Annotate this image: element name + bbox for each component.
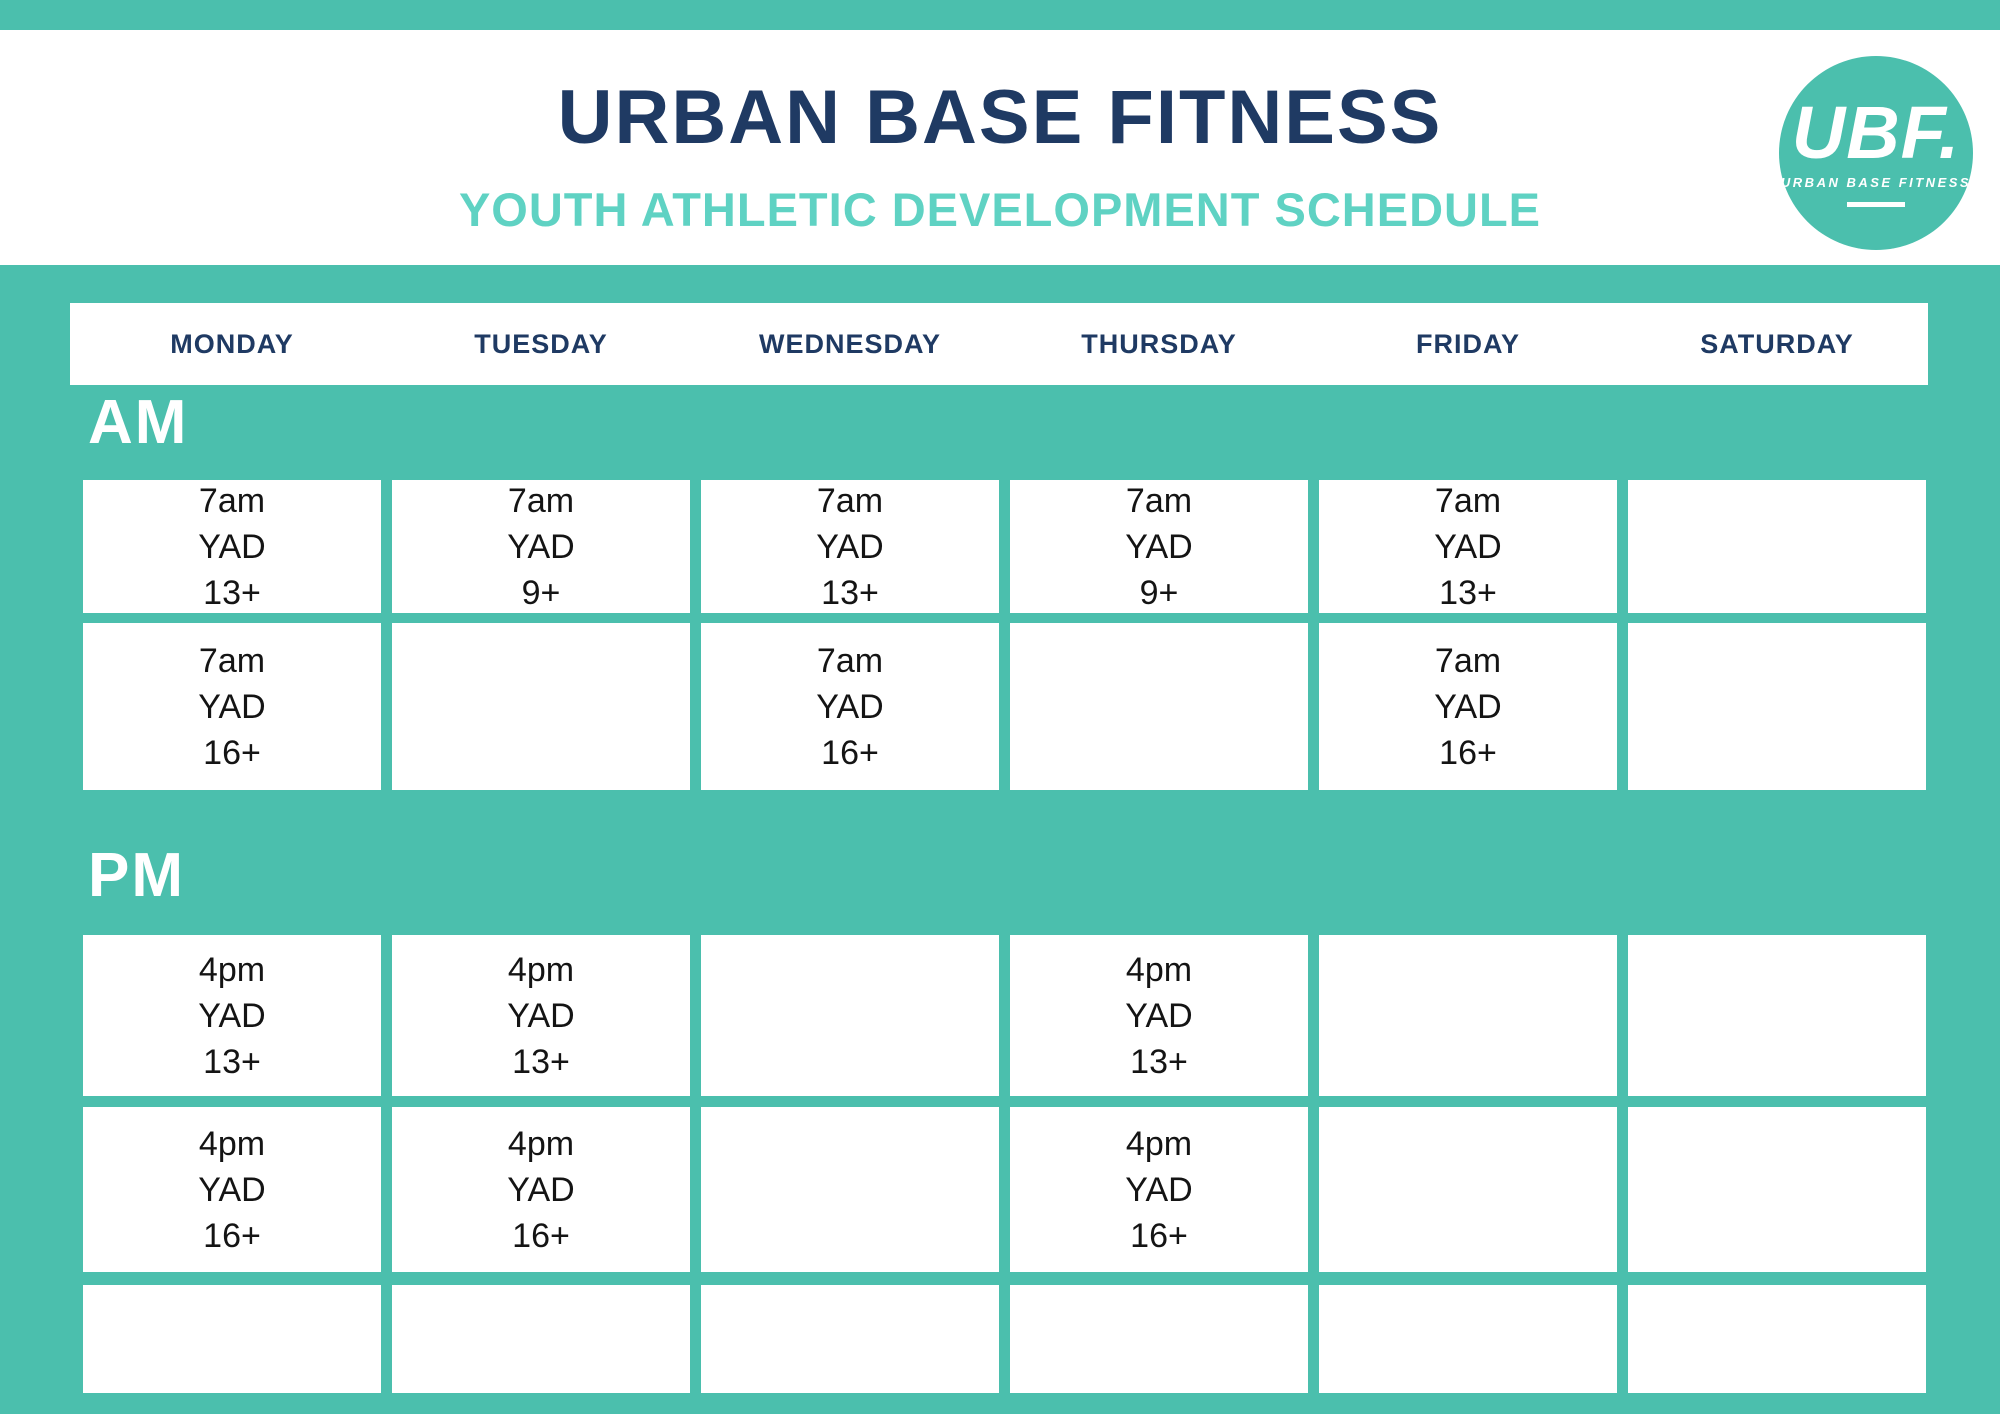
- cell-am1-thursday: 7am YAD 9+: [1010, 480, 1308, 613]
- cell-pm1-wednesday: [701, 935, 999, 1096]
- cell-am1-wednesday: 7am YAD 13+: [701, 480, 999, 613]
- cell-program: YAD: [1125, 996, 1193, 1035]
- pm-row-1: 4pm YAD 13+ 4pm YAD 13+ 4pm YAD 13+: [83, 935, 1926, 1096]
- cell-pm3-saturday: [1628, 1285, 1926, 1393]
- am-row-2: 7am YAD 16+ 7am YAD 16+ 7am YAD 16+: [83, 623, 1926, 790]
- pm-row-3: [83, 1285, 1926, 1393]
- cell-age: 16+: [1130, 1216, 1188, 1255]
- cell-age: 16+: [203, 733, 261, 772]
- cell-age: 13+: [512, 1042, 570, 1081]
- cell-program: YAD: [816, 687, 884, 726]
- cell-pm3-wednesday: [701, 1285, 999, 1393]
- cell-am1-monday: 7am YAD 13+: [83, 480, 381, 613]
- cell-program: YAD: [198, 687, 266, 726]
- cell-program: YAD: [507, 996, 575, 1035]
- cell-age: 13+: [1439, 573, 1497, 612]
- cell-time: 7am: [816, 481, 884, 520]
- cell-age: 13+: [1130, 1042, 1188, 1081]
- header-band: URBAN BASE FITNESS YOUTH ATHLETIC DEVELO…: [0, 30, 2000, 265]
- day-header-tuesday: TUESDAY: [474, 328, 608, 359]
- cell-time: 7am: [1125, 481, 1193, 520]
- day-header-monday: MONDAY: [170, 328, 294, 359]
- cell-am1-friday: 7am YAD 13+: [1319, 480, 1617, 613]
- ubf-logo: UBF. URBAN BASE FITNESS: [1779, 56, 1973, 250]
- cell-pm3-friday: [1319, 1285, 1617, 1393]
- cell-pm2-tuesday: 4pm YAD 16+: [392, 1107, 690, 1272]
- section-label-am: AM: [88, 388, 189, 457]
- cell-age: 16+: [821, 733, 879, 772]
- day-header-saturday: SATURDAY: [1700, 328, 1854, 359]
- cell-age: 16+: [1439, 733, 1497, 772]
- page-subtitle: YOUTH ATHLETIC DEVELOPMENT SCHEDULE: [458, 183, 1542, 236]
- cell-pm2-thursday: 4pm YAD 16+: [1010, 1107, 1308, 1272]
- cell-age: 9+: [1139, 573, 1179, 612]
- cell-time: 7am: [816, 641, 884, 680]
- cell-time: 4pm: [507, 950, 575, 989]
- cell-pm2-saturday: [1628, 1107, 1926, 1272]
- cell-time: 7am: [198, 481, 266, 520]
- cell-am2-tuesday: [392, 623, 690, 790]
- cell-am2-saturday: [1628, 623, 1926, 790]
- cell-age: 13+: [203, 1042, 261, 1081]
- section-label-pm: PM: [88, 841, 185, 910]
- am-row-1: 7am YAD 13+ 7am YAD 9+ 7am YAD 13+ 7am Y…: [83, 480, 1926, 613]
- cell-program: YAD: [1125, 527, 1193, 566]
- logo-name: URBAN BASE FITNESS: [1780, 175, 1972, 190]
- cell-age: 13+: [821, 573, 879, 612]
- cell-age: 13+: [203, 573, 261, 612]
- cell-pm2-friday: [1319, 1107, 1617, 1272]
- cell-program: YAD: [1434, 687, 1502, 726]
- day-header-bar: MONDAY TUESDAY WEDNESDAY THURSDAY FRIDAY…: [70, 303, 1928, 385]
- cell-time: 7am: [1434, 481, 1502, 520]
- cell-pm1-saturday: [1628, 935, 1926, 1096]
- cell-pm1-monday: 4pm YAD 13+: [83, 935, 381, 1096]
- cell-time: 4pm: [198, 950, 266, 989]
- pm-row-2: 4pm YAD 16+ 4pm YAD 16+ 4pm YAD 16+: [83, 1107, 1926, 1272]
- cell-pm1-thursday: 4pm YAD 13+: [1010, 935, 1308, 1096]
- logo-acronym: UBF.: [1791, 91, 1961, 174]
- cell-pm1-tuesday: 4pm YAD 13+: [392, 935, 690, 1096]
- cell-time: 7am: [198, 641, 266, 680]
- cell-program: YAD: [198, 996, 266, 1035]
- cell-program: YAD: [198, 1170, 266, 1209]
- cell-age: 9+: [521, 573, 561, 612]
- cell-program: YAD: [507, 527, 575, 566]
- day-header-thursday: THURSDAY: [1081, 328, 1237, 359]
- cell-age: 16+: [203, 1216, 261, 1255]
- cell-program: YAD: [1434, 527, 1502, 566]
- cell-am2-monday: 7am YAD 16+: [83, 623, 381, 790]
- cell-pm1-friday: [1319, 935, 1617, 1096]
- cell-time: 7am: [1434, 641, 1502, 680]
- cell-program: YAD: [816, 527, 884, 566]
- cell-program: YAD: [198, 527, 266, 566]
- cell-time: 4pm: [198, 1124, 266, 1163]
- cell-am1-tuesday: 7am YAD 9+: [392, 480, 690, 613]
- logo-underline: [1847, 202, 1905, 207]
- cell-am2-friday: 7am YAD 16+: [1319, 623, 1617, 790]
- cell-age: 16+: [512, 1216, 570, 1255]
- cell-time: 4pm: [1125, 950, 1193, 989]
- cell-am2-wednesday: 7am YAD 16+: [701, 623, 999, 790]
- cell-program: YAD: [1125, 1170, 1193, 1209]
- cell-pm3-monday: [83, 1285, 381, 1393]
- cell-am1-saturday: [1628, 480, 1926, 613]
- cell-am2-thursday: [1010, 623, 1308, 790]
- cell-pm2-wednesday: [701, 1107, 999, 1272]
- cell-time: 7am: [507, 481, 575, 520]
- cell-pm3-tuesday: [392, 1285, 690, 1393]
- cell-time: 4pm: [507, 1124, 575, 1163]
- day-header-friday: FRIDAY: [1415, 328, 1521, 359]
- cell-pm2-monday: 4pm YAD 16+: [83, 1107, 381, 1272]
- day-header-wednesday: WEDNESDAY: [758, 328, 942, 359]
- cell-pm3-thursday: [1010, 1285, 1308, 1393]
- cell-time: 4pm: [1125, 1124, 1193, 1163]
- cell-program: YAD: [507, 1170, 575, 1209]
- page-title: URBAN BASE FITNESS: [557, 75, 1443, 160]
